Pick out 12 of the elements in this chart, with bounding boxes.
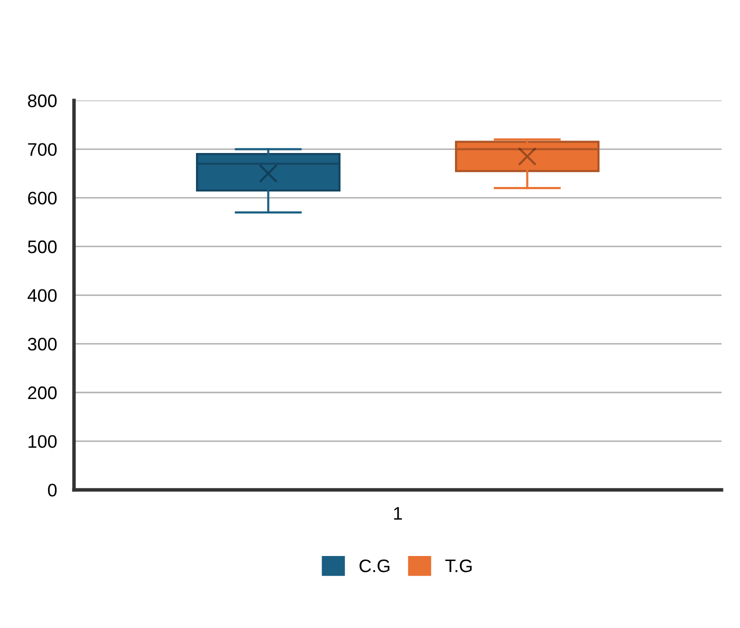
y-tick-label: 800 <box>28 94 57 108</box>
y-tick-label: 100 <box>28 435 57 448</box>
y-tick-label: 600 <box>28 192 57 205</box>
y-tick-label: 300 <box>28 338 57 351</box>
y-tick-label: 500 <box>28 240 57 254</box>
y-tick-label: 400 <box>28 289 57 302</box>
legend-label: T.G <box>445 559 472 572</box>
x-tick-label: 1 <box>394 507 402 520</box>
legend-label: C.G <box>360 559 390 572</box>
y-tick-label: 200 <box>28 386 57 400</box>
y-tick-label: 0 <box>48 484 57 497</box>
y-tick-label: 700 <box>28 143 57 156</box>
